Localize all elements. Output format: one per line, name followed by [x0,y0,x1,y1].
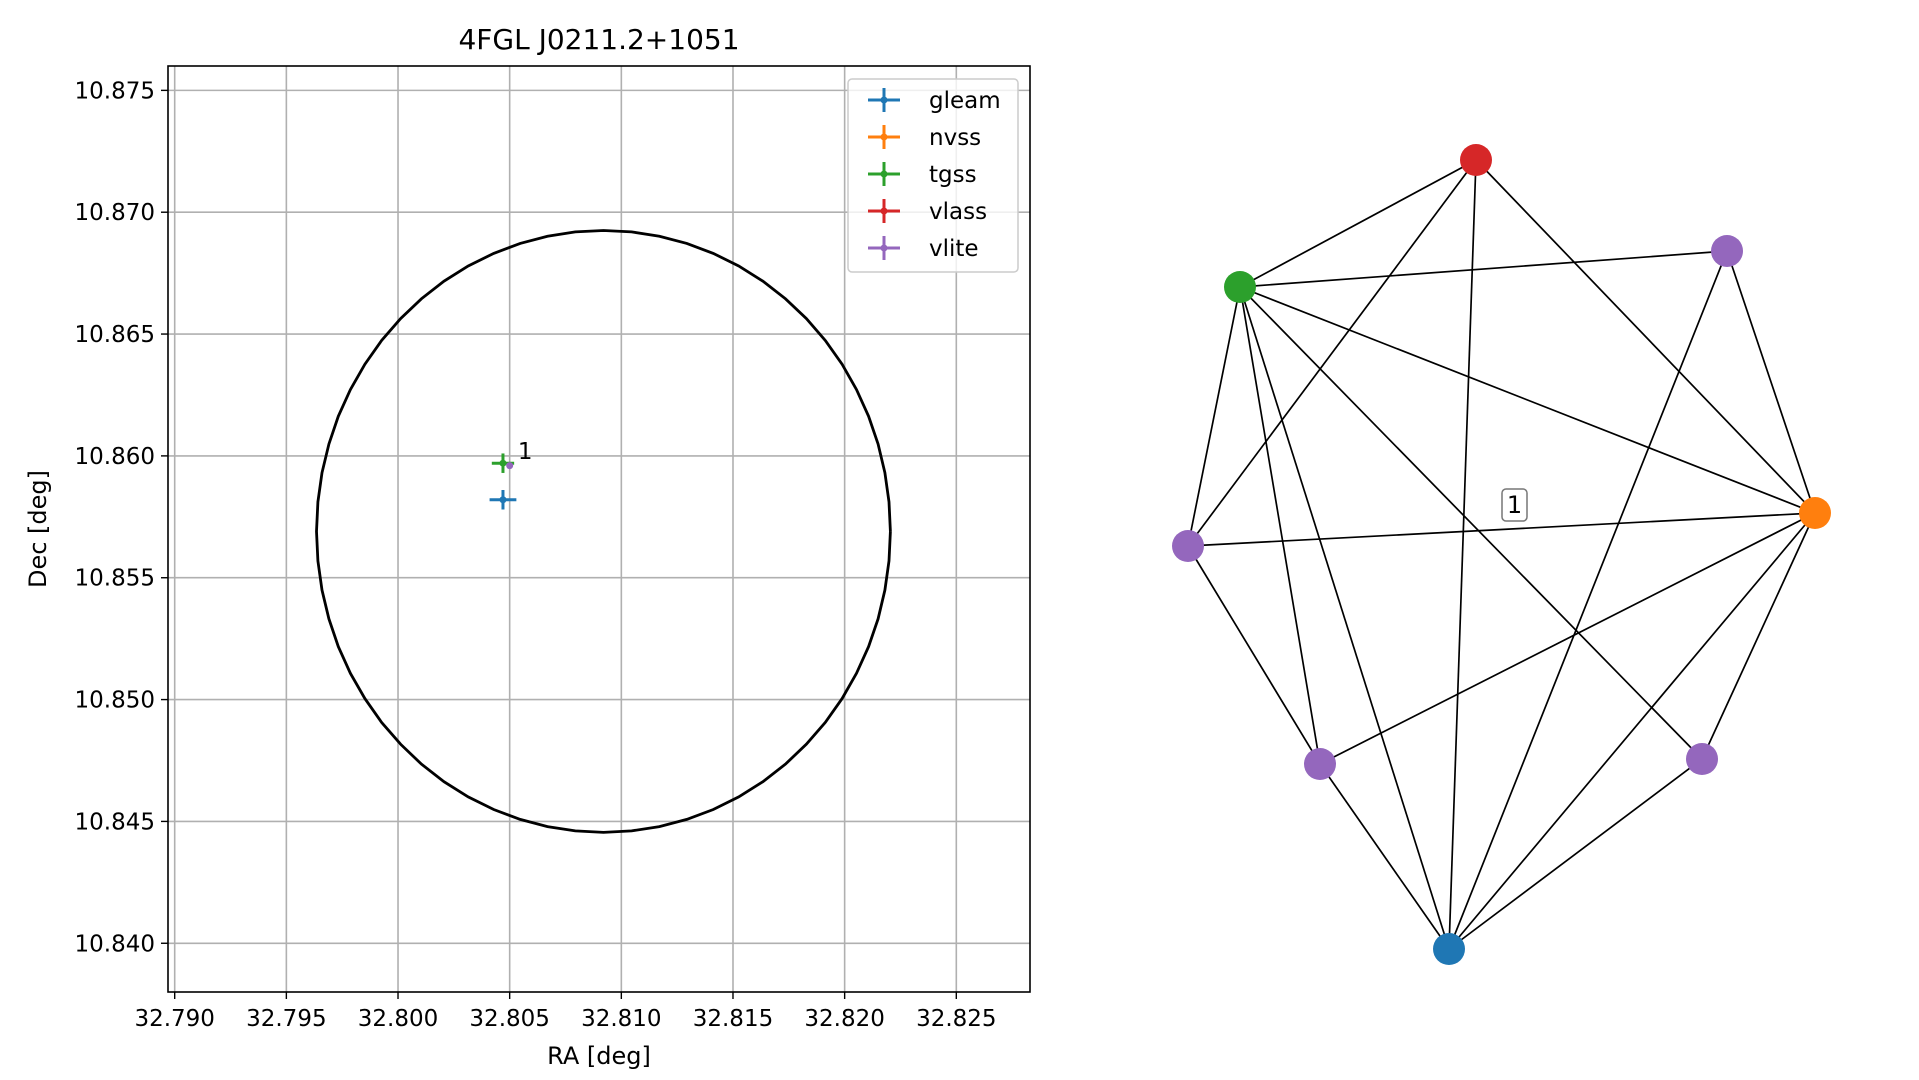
data-points-layer: 1 [489,439,533,510]
network-edge [1319,512,1816,765]
x-tick-label: 32.815 [693,1006,773,1032]
network-edge [1726,250,1816,514]
network-edge [1187,286,1241,547]
network-edge [1239,286,1703,760]
x-tick-label: 32.795 [246,1006,326,1032]
y-tick-label: 10.850 [75,688,155,714]
x-tick-label: 32.805 [469,1006,549,1032]
x-tick-label: 32.790 [134,1006,214,1032]
plot-frame [167,65,1031,993]
network-node [1686,743,1718,775]
network-edge-label-box [1501,488,1528,522]
data-point-vlite [506,462,514,470]
legend-entry-gleam: gleam [868,88,1001,114]
network-edge [1448,250,1728,950]
network-node [1799,497,1831,529]
network-edge [1239,286,1450,950]
network-edge [1187,159,1477,547]
scatter-title: 4FGL J0211.2+1051 [458,23,739,56]
network-nodes [1172,144,1831,965]
y-tick-label: 10.860 [75,444,155,470]
network-edge [1239,286,1816,514]
uncertainty-ellipse-layer [315,229,892,834]
x-tick-label: 32.820 [804,1006,884,1032]
marker [506,462,514,470]
network-edge [1475,159,1816,514]
y-tick-label: 10.875 [75,78,155,104]
x-tick-label: 32.810 [581,1006,661,1032]
network-node [1460,144,1492,176]
legend-entry-vlite: vlite [868,236,979,262]
network-edge [1239,250,1728,288]
network-edge [1448,159,1477,950]
legend-entry-tgss: tgss [868,162,977,188]
network-edge [1239,286,1321,765]
network-edge [1319,763,1450,950]
network-edge [1187,512,1816,547]
legend-label: gleam [929,88,1001,114]
marker [499,459,507,467]
y-tick-label: 10.845 [75,809,155,835]
legend-entry-vlass: vlass [868,199,987,225]
legend-label: nvss [929,125,981,151]
legend-label: vlite [929,236,979,262]
network-edge-label: 1 [1501,488,1528,522]
network-edge [1239,159,1477,288]
uncertainty-ellipse [315,229,892,834]
x-axis-label: RA [deg] [547,1042,651,1070]
legend-box [847,78,1019,273]
y-axis-label: Dec [deg] [24,470,52,588]
y-tick-label: 10.840 [75,931,155,957]
legend-label: vlass [929,199,987,225]
network-panel: 1 [1172,144,1831,965]
legend: gleam nvss tgss vlass vlite [847,78,1019,273]
point-annotation: 1 [518,439,533,465]
network-node [1172,530,1204,562]
network-edge [1187,545,1321,765]
legend-marker-dot [880,207,888,215]
marker [499,496,507,504]
network-edge [1448,512,1816,950]
network-edge-label-text: 1 [1507,491,1522,519]
legend-marker-dot [880,96,888,104]
y-axis-ticks: 10.840 10.845 10.850 10.855 10.860 10.865 10.8… [75,78,168,957]
x-axis-ticks: 32.790 32.795 32.800 32.805 32.810 32.815 32.8… [134,992,997,1032]
legend-label: tgss [929,162,977,188]
legend-marker-dot [880,133,888,141]
legend-marker-dot [880,170,888,178]
y-tick-label: 10.870 [75,200,155,226]
legend-entries: gleam nvss tgss vlass vlite [868,88,1001,262]
y-tick-label: 10.855 [75,566,155,592]
network-node [1224,271,1256,303]
network-edge [1701,512,1816,760]
x-tick-label: 32.800 [358,1006,438,1032]
legend-marker-dot [880,244,888,252]
network-edge [1448,758,1703,950]
y-tick-label: 10.865 [75,322,155,348]
scatter-panel: 4FGL J0211.2+1051 1 32.790 32.795 32.800 32… [24,23,1031,1070]
x-tick-label: 32.825 [916,1006,996,1032]
network-node [1304,748,1336,780]
data-point-gleam [489,490,517,510]
network-node [1711,235,1743,267]
network-edges [1187,159,1816,950]
network-node [1433,933,1465,965]
legend-entry-nvss: nvss [868,125,981,151]
